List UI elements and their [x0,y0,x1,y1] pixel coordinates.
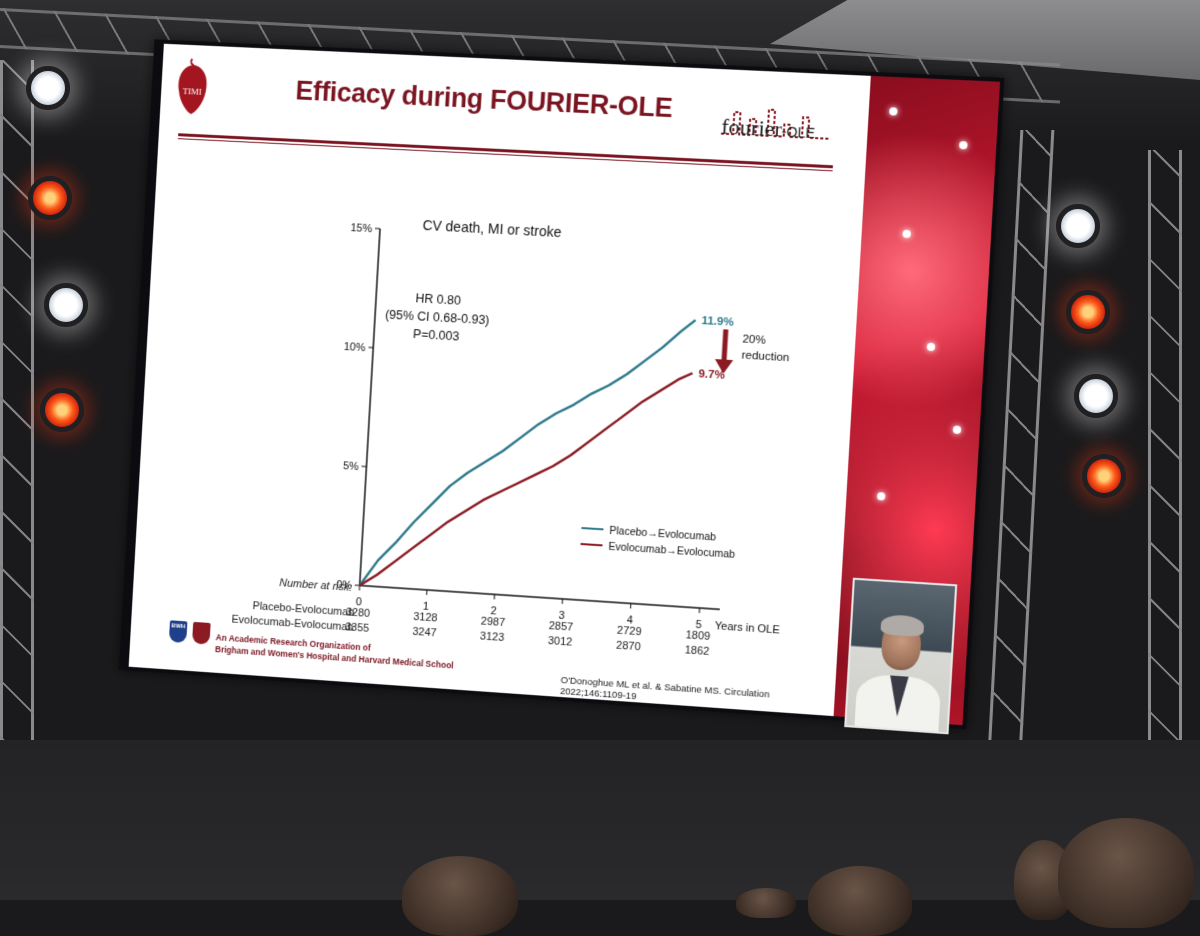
risk-cell: 2857 [545,620,578,634]
risk-cell: 3012 [544,635,577,649]
y-tick-label: 5% [343,460,360,473]
risk-cell: 3247 [408,626,440,640]
reduction-annotation: 20% reduction [714,329,791,377]
stage-light [44,283,88,327]
hr-p-value: P=0.003 [413,327,460,344]
risk-cell: 3123 [476,630,508,644]
slide: TIMI Efficacy during FOURIER-OLE fourier… [129,44,871,716]
y-axis-line [360,229,380,586]
down-arrow-shaft [724,329,726,361]
y-tick-label: 10% [343,341,366,354]
network-dot [953,425,962,434]
risk-cell: 2987 [477,615,509,629]
audience-head [736,888,796,918]
legend-swatch [581,544,603,545]
legend-swatch [581,528,603,529]
stage-light [28,176,72,220]
risk-cell: 1809 [682,629,715,643]
y-tick-label: 15% [350,222,373,235]
network-dot [877,492,886,501]
risk-cell: 1862 [681,644,714,658]
reduction-label: reduction [741,349,790,364]
audience-head [808,866,912,936]
audience-head [402,856,518,936]
risk-cell: 3355 [341,621,373,635]
stage-light [1074,374,1118,418]
legend-label: Placebo→Evolocumab [609,526,716,544]
series-line-1 [360,355,693,607]
reduction-percent: 20% [742,333,766,346]
series-line-0 [360,302,696,606]
risk-cell: 3128 [409,611,441,625]
audience-head [1058,818,1194,928]
stage-light [1082,454,1126,498]
stage-light [1056,204,1100,248]
risk-cell: 2729 [613,624,646,638]
x-axis-label: Years in OLE [714,620,780,637]
end-value-label: 11.9% [701,315,734,329]
hr-annotation: HR 0.80 (95% CI 0.68-0.93) P=0.003 [384,290,491,346]
network-dot [959,141,968,150]
hr-ci: (95% CI 0.68-0.93) [385,307,490,327]
end-value-label: 9.7% [698,368,725,382]
network-dot [889,107,898,115]
stage-light [40,388,84,432]
chart-axes: 0%5%10%15%012345Years in OLE [329,222,802,636]
stage-light [1066,290,1110,334]
bwh-shield-text: BWH [170,620,188,630]
speaker-video-inset [844,578,957,735]
chart-legend: Placebo→EvolocumabEvolocumab→Evolocumab [580,524,736,561]
chart-title: CV death, MI or stroke [422,217,562,240]
stage-light [26,66,70,110]
legend-label: Evolocumab→Evolocumab [608,542,735,561]
risk-cell: 3280 [342,606,374,620]
chart-series: 11.9% 9.7% [360,297,734,609]
network-dot [927,343,936,352]
x-axis-line [360,585,720,609]
speaker-hair [880,614,924,637]
projection-screen: TIMI Efficacy during FOURIER-OLE fourier… [119,39,1005,729]
left-truss [0,60,34,820]
network-dot [902,230,911,239]
hr-value: HR 0.80 [415,291,461,308]
risk-cell: 2870 [612,639,645,653]
